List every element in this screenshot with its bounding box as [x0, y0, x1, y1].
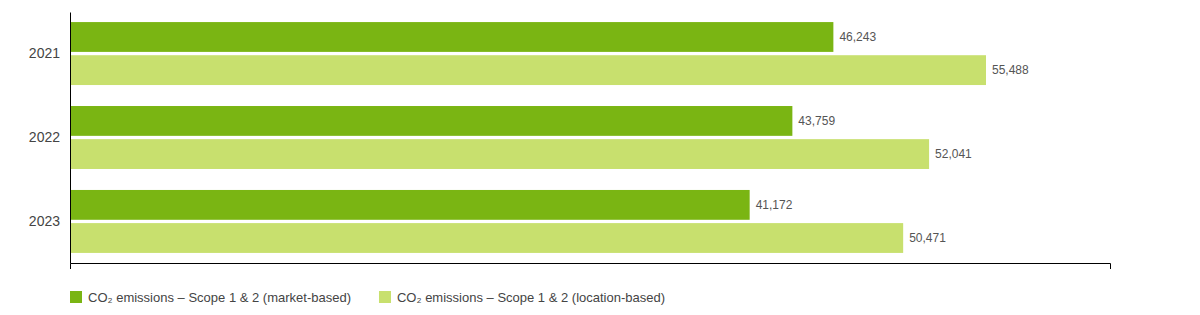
data-labels: 46,243 43,759 41,172 55,488 52,041 50,471	[756, 30, 1029, 245]
data-label: 55,488	[992, 63, 1029, 77]
bar	[70, 55, 986, 85]
legend-swatch	[379, 291, 391, 303]
bar	[70, 106, 792, 136]
bar	[70, 139, 929, 169]
y-tick: 2022	[29, 129, 60, 145]
y-tick: 2021	[29, 45, 60, 61]
legend: CO₂ emissions – Scope 1 & 2 (market-base…	[70, 290, 665, 305]
y-axis-line	[70, 13, 71, 264]
legend-swatch	[70, 291, 82, 303]
legend-item: CO₂ emissions – Scope 1 & 2 (location-ba…	[379, 290, 665, 305]
data-label: 46,243	[839, 30, 876, 44]
data-label: 50,471	[909, 231, 946, 245]
legend-item: CO₂ emissions – Scope 1 & 2 (market-base…	[70, 290, 351, 305]
x-axis	[71, 264, 1111, 270]
y-tick-label: 2021	[29, 45, 60, 61]
data-label: 43,759	[798, 114, 835, 128]
bars	[70, 22, 986, 253]
data-label: 52,041	[935, 147, 972, 161]
plot: 46,243 43,759 41,172 55,488 52,041 50,471 2021…	[29, 13, 1111, 270]
x-axis-line	[71, 264, 1111, 270]
y-tick-label: 2022	[29, 129, 60, 145]
y-axis: 2021 2022 2023	[29, 13, 71, 264]
y-tick-label: 2023	[29, 213, 60, 229]
bar	[70, 190, 750, 220]
legend-label: CO₂ emissions – Scope 1 & 2 (location-ba…	[397, 290, 665, 305]
legend-label: CO₂ emissions – Scope 1 & 2 (market-base…	[88, 290, 351, 305]
chart: 46,243 43,759 41,172 55,488 52,041 50,471 2021…	[0, 0, 1200, 315]
bar	[70, 22, 833, 52]
y-tick: 2023	[29, 213, 60, 229]
bar	[70, 223, 903, 253]
data-label: 41,172	[756, 198, 793, 212]
